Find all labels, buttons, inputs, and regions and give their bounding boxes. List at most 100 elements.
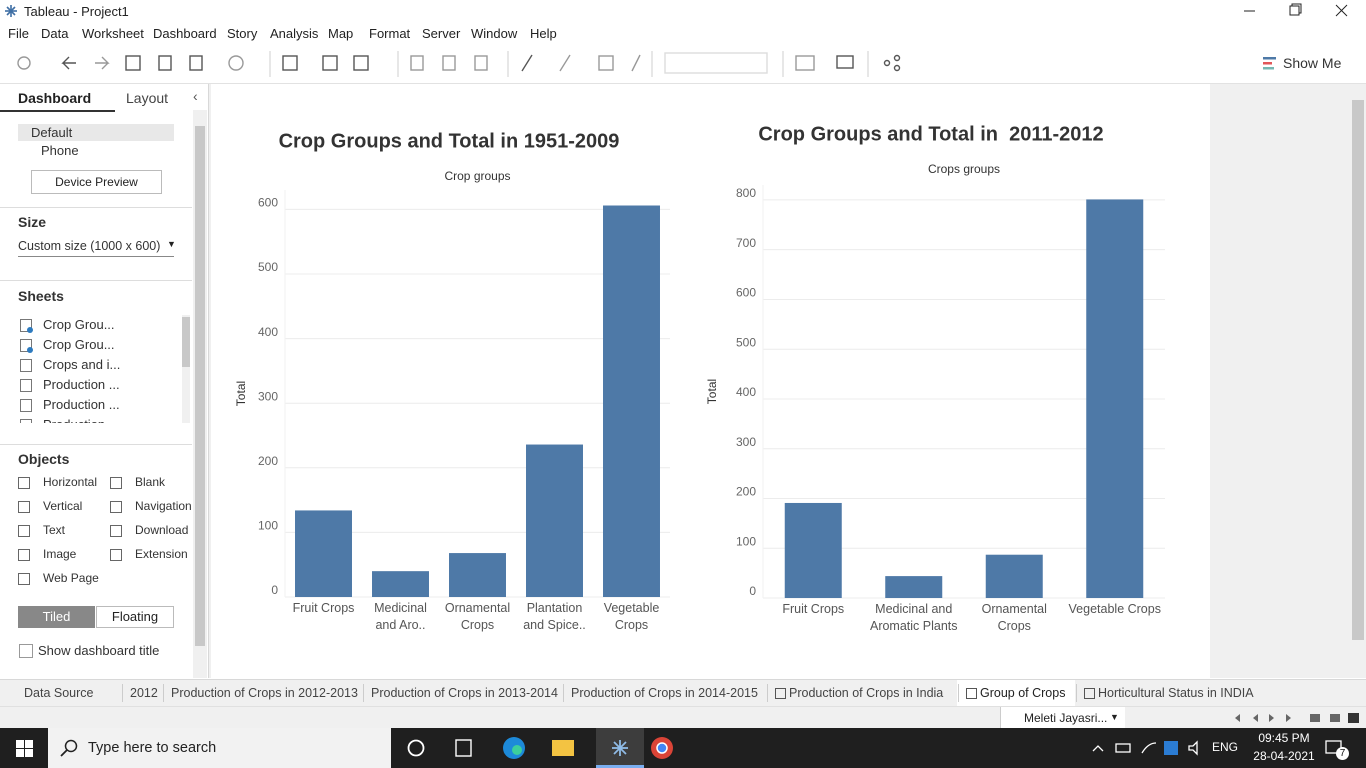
window-controls[interactable] [1235,0,1366,23]
sheet-item[interactable]: Crops and i... [43,357,121,372]
menu-item[interactable]: Server [422,26,461,41]
object-icon [18,477,30,489]
object-item[interactable]: Web Page [43,571,99,585]
sheet-tab[interactable]: Group of Crops [980,686,1066,700]
sheet-icon [20,379,32,392]
taskbar-apps[interactable] [400,728,690,768]
object-icon [110,525,122,537]
device-default[interactable]: Default [31,125,73,140]
size-dropdown-arrow[interactable]: ▼ [167,239,176,249]
menu-item[interactable]: Format [369,26,411,41]
clock-time[interactable]: 09:45 PM [1258,731,1310,745]
tab-separator [163,684,164,702]
user-menu[interactable]: Meleti Jayasri... [1024,711,1108,725]
object-item[interactable]: Download [135,523,189,537]
sheet-item[interactable]: Crop Grou... [43,337,115,352]
menu-item[interactable]: Window [471,26,518,41]
menu-item[interactable]: Map [328,26,354,41]
menu-item[interactable]: Dashboard [153,26,217,41]
menu-item[interactable]: Analysis [270,26,319,41]
sheet-item[interactable]: Production [43,417,105,423]
y-tick-label: 400 [736,385,756,399]
object-item[interactable]: Horizontal [43,475,98,489]
menu-item[interactable]: Story [227,26,258,41]
objects-heading: Objects [18,451,70,467]
x-tick-label: Medicinal and Aro.. [374,601,427,632]
sheet-tab[interactable]: Production of Crops in 2013-2014 [371,686,558,700]
device-phone[interactable]: Phone [41,143,79,158]
sheet-item[interactable]: Production ... [43,377,120,392]
search-box[interactable] [48,728,391,768]
object-item[interactable]: Text [43,523,66,537]
sheet-tab[interactable]: Production of Crops in India [789,686,944,700]
object-item[interactable]: Blank [135,475,166,489]
start-button[interactable] [16,740,33,757]
object-item[interactable]: Vertical [43,499,83,513]
toolbar: Show Me [0,45,1366,84]
show-me-button[interactable]: Show Me [1283,55,1342,71]
title-bar: Tableau - Project1 [0,0,1366,23]
y-tick-label: 0 [271,583,278,597]
menu-item[interactable]: Data [41,26,69,41]
object-icon [110,477,122,489]
y-tick-label: 0 [749,584,756,598]
notification-count[interactable]: 7 [1336,747,1349,760]
object-icon [18,501,30,513]
window-title: Tableau - Project1 [24,4,129,19]
sheets-heading: Sheets [18,288,64,304]
object-item[interactable]: Extension [135,547,188,561]
menu-bar: File Data Worksheet Dashboard Story Analysis M… [0,23,1366,45]
search-icon [60,739,78,757]
dashboard-tab[interactable]: Dashboard [18,90,92,106]
y-tick-label: 500 [736,335,756,349]
bar [526,444,583,597]
navigation-controls[interactable] [1232,711,1362,725]
tiled-button[interactable]: Tiled [18,606,95,628]
y-tick-label: 400 [258,325,278,339]
object-icon [110,501,122,513]
toolbar-icons[interactable] [0,45,920,83]
sheet-tab[interactable]: Production of Crops in 2014-2015 [571,686,758,700]
sheet-tab[interactable]: Data Source [24,686,94,700]
tray-icons[interactable] [1090,738,1215,758]
tab-separator [363,684,364,702]
sheet-tab[interactable]: Production of Crops in 2012-2013 [171,686,358,700]
menu-item[interactable]: Help [530,26,557,41]
search-placeholder[interactable]: Type here to search [88,740,217,756]
status-bar: Meleti Jayasri... ▼ [0,706,1366,729]
sheet-tab[interactable]: Horticultural Status in INDIA [1098,686,1254,700]
y-tick-label: 600 [736,286,756,300]
size-dropdown[interactable]: Custom size (1000 x 600) [18,239,161,253]
sheet-item[interactable]: Crop Grou... [43,317,115,332]
bar [372,571,429,597]
layout-tab[interactable]: Layout [126,90,169,106]
bar [449,553,506,597]
device-preview-button[interactable]: Device Preview [31,170,162,194]
clock-date[interactable]: 28-04-2021 [1253,749,1315,763]
x-tick-label: Ornamental Crops [981,602,1047,633]
sidebar: Dashboard Layout ‹ Default Phone Device … [0,84,209,678]
sheet-tabs: Data Source 2012 Production of Crops in 20… [0,679,1366,708]
tab-separator [958,684,959,702]
tab-separator [767,684,768,702]
language-indicator[interactable]: ENG [1212,740,1239,754]
menu-item[interactable]: Worksheet [82,26,144,41]
tab-separator [563,684,564,702]
sidebar-scrollbar[interactable] [193,110,207,678]
y-tick-label: 700 [736,236,756,250]
object-item[interactable]: Image [43,547,77,561]
y-tick-label: 300 [258,389,278,403]
collapse-button[interactable]: ‹ [193,88,198,104]
show-title-label[interactable]: Show dashboard title [38,643,160,658]
menu-item[interactable]: File [8,26,29,41]
y-tick-label: 200 [736,485,756,499]
floating-button[interactable]: Floating [96,606,174,628]
bar [1086,199,1144,598]
sheet-tab[interactable]: 2012 [130,686,158,700]
x-tick-label: Fruit Crops [292,601,355,615]
vertical-scrollbar[interactable] [1350,84,1366,678]
show-title-checkbox[interactable] [19,644,33,658]
taskbar: Type here to search ENG 09:45 PM 28-04-2… [0,728,1366,768]
object-item[interactable]: Navigation [135,499,192,513]
sheet-item[interactable]: Production ... [43,397,120,412]
